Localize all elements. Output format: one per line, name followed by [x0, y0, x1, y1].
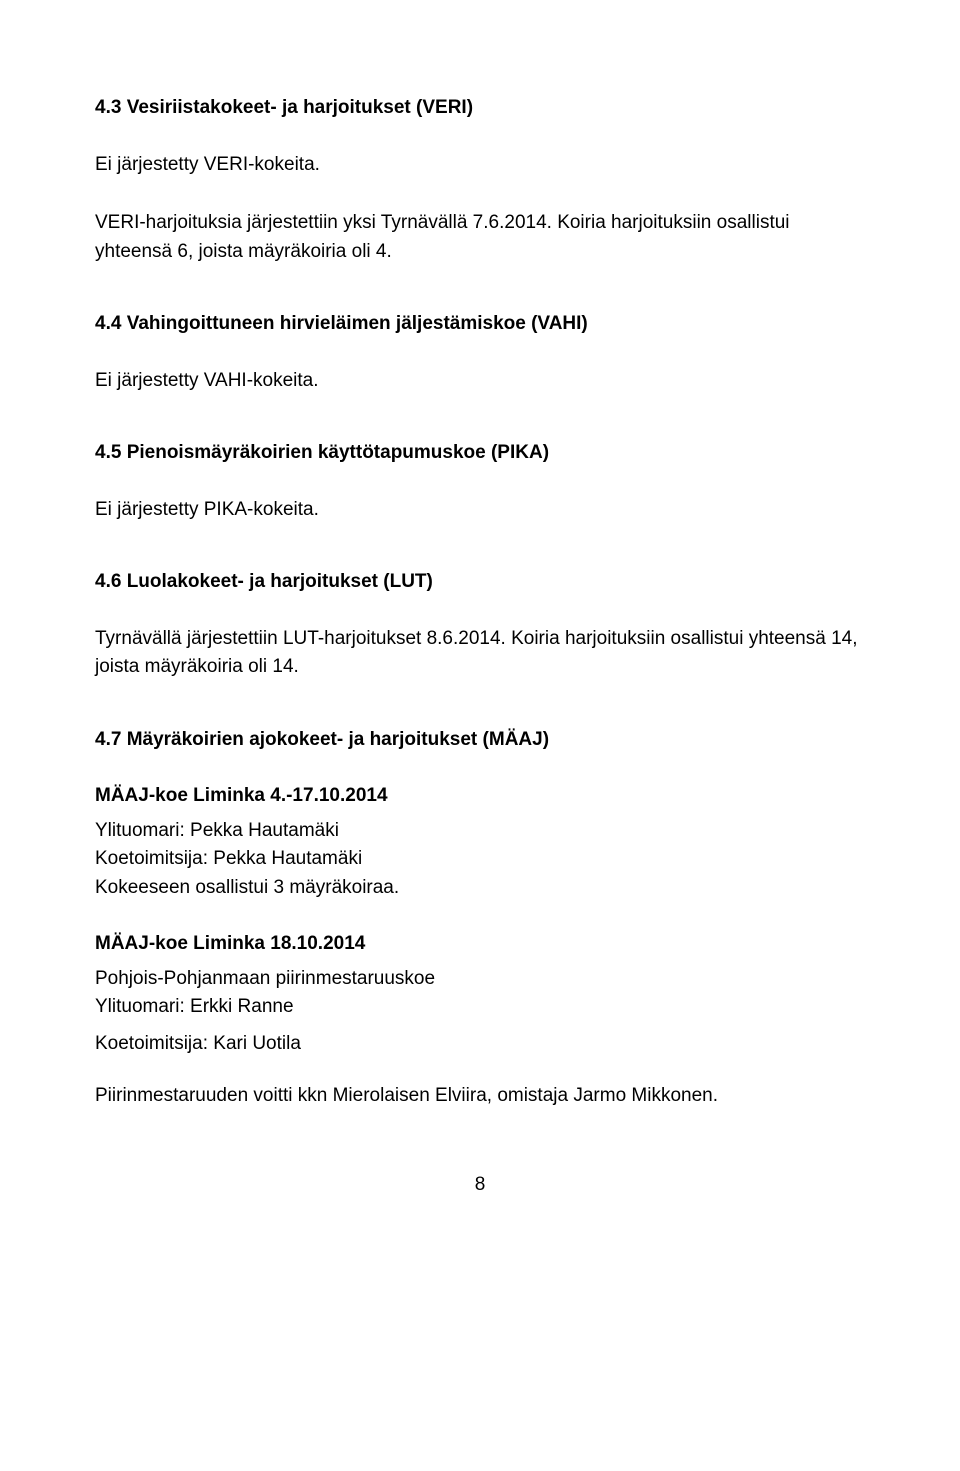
event-detail: Kokeeseen osallistui 3 mäyräkoiraa. — [95, 874, 865, 903]
event-detail: Ylituomari: Erkki Ranne — [95, 993, 865, 1022]
event-detail: Piirinmestaruuden voitti kkn Mierolaisen… — [95, 1082, 865, 1111]
paragraph: Ei järjestetty PIKA-kokeita. — [95, 496, 865, 525]
page-number: 8 — [95, 1171, 865, 1200]
section-heading-4-7: 4.7 Mäyräkoirien ajokokeet- ja harjoituk… — [95, 726, 865, 755]
event-title: MÄAJ-koe Liminka 4.-17.10.2014 — [95, 782, 865, 811]
event-detail: Pohjois-Pohjanmaan piirinmestaruuskoe — [95, 965, 865, 994]
section-heading-4-5: 4.5 Pienoismäyräkoirien käyttötapumuskoe… — [95, 439, 865, 468]
event-title: MÄAJ-koe Liminka 18.10.2014 — [95, 930, 865, 959]
paragraph: Ei järjestetty VAHI-kokeita. — [95, 367, 865, 396]
event-detail: Ylituomari: Pekka Hautamäki — [95, 817, 865, 846]
section-heading-4-4: 4.4 Vahingoittuneen hirvieläimen jäljest… — [95, 310, 865, 339]
section-heading-4-3: 4.3 Vesiriistakokeet- ja harjoitukset (V… — [95, 94, 865, 123]
event-detail: Koetoimitsija: Pekka Hautamäki — [95, 845, 865, 874]
event-detail: Koetoimitsija: Kari Uotila — [95, 1030, 865, 1059]
paragraph: VERI-harjoituksia järjestettiin yksi Tyr… — [95, 209, 865, 266]
paragraph: Tyrnävällä järjestettiin LUT-harjoitukse… — [95, 625, 865, 682]
section-heading-4-6: 4.6 Luolakokeet- ja harjoitukset (LUT) — [95, 568, 865, 597]
paragraph: Ei järjestetty VERI-kokeita. — [95, 151, 865, 180]
